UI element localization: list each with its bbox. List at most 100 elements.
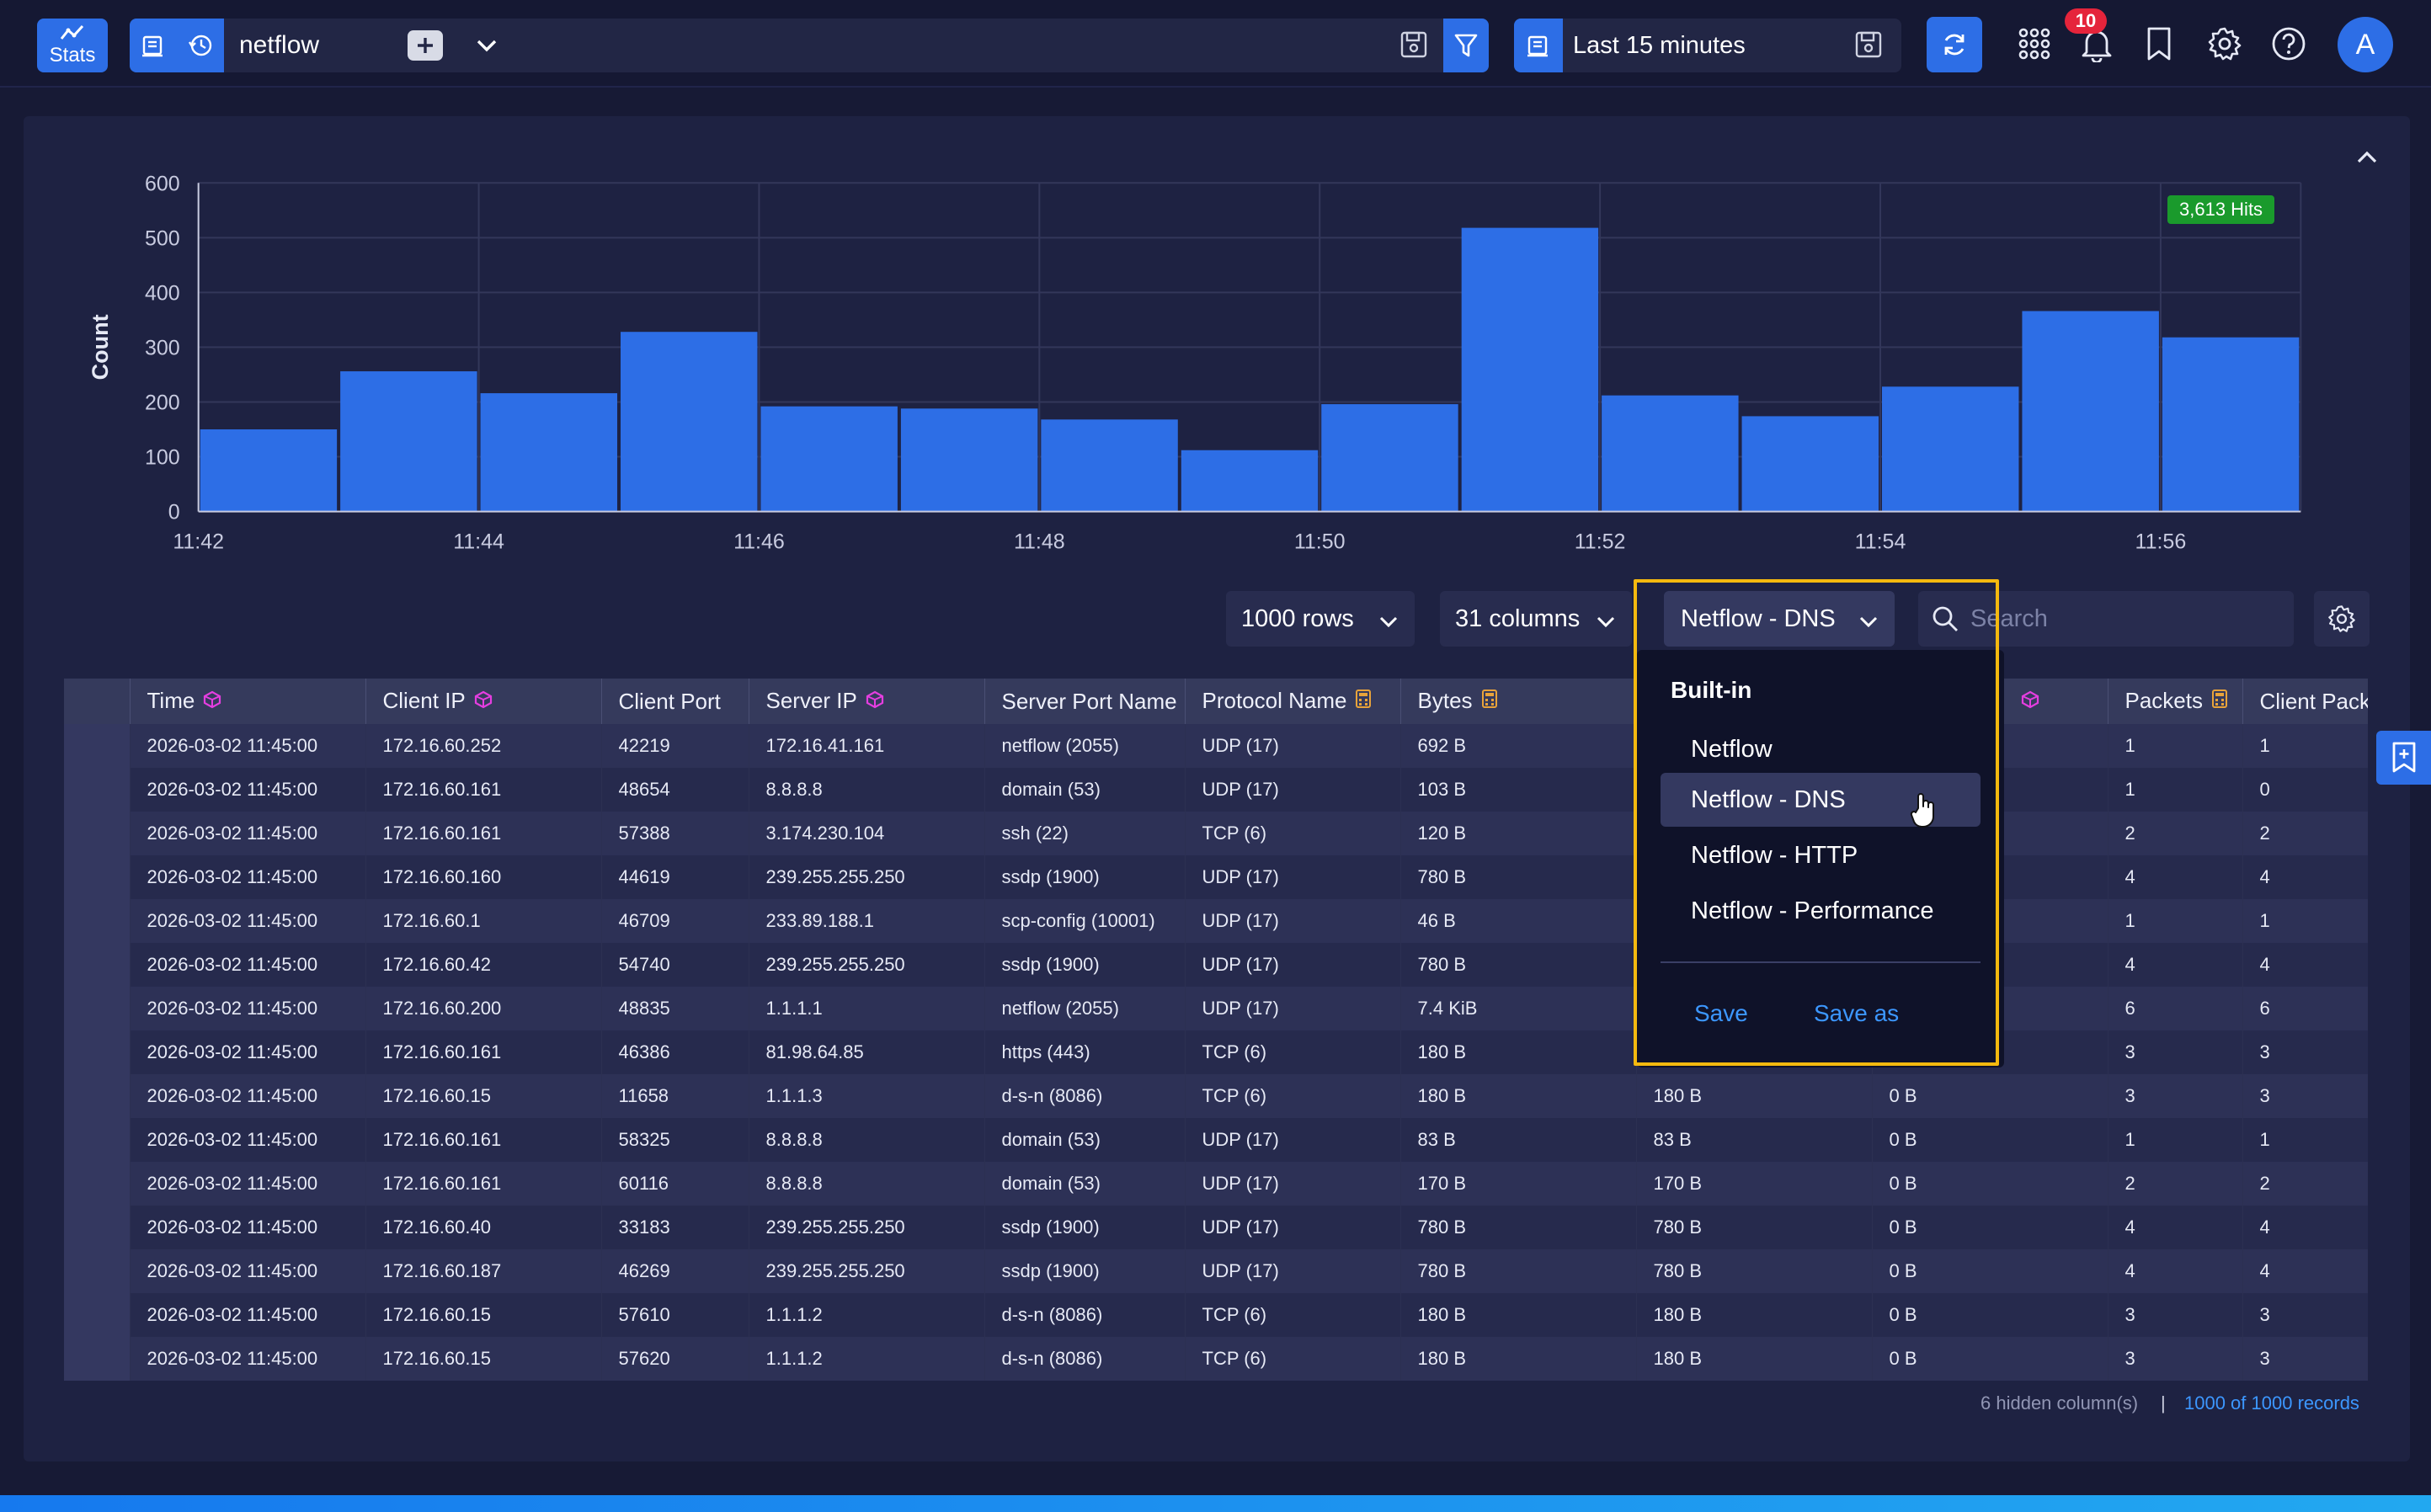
view-select-label: Netflow - DNS: [1681, 604, 1836, 632]
table-cell: 239.255.255.250: [749, 1249, 985, 1293]
table-row[interactable]: 2026-03-02 11:45:00 172.16.60.161 48654 8.8…: [64, 768, 2368, 812]
column-header-protocol-name[interactable]: Protocol Name: [1185, 679, 1401, 724]
row-select-cell[interactable]: [64, 812, 131, 855]
table-cell: 172.16.60.161: [365, 1118, 602, 1162]
table-row[interactable]: 2026-03-02 11:45:00 172.16.60.42 54740 239.…: [64, 943, 2368, 987]
column-header-client-port[interactable]: Client Port: [601, 679, 749, 724]
stats-icon: [60, 24, 84, 40]
collapse-chart-icon[interactable]: [2356, 148, 2378, 169]
table-cell: https (443): [984, 1030, 1186, 1074]
histogram-bar: [1041, 419, 1178, 512]
table-row[interactable]: 2026-03-02 11:45:00 172.16.60.160 44619 239…: [64, 855, 2368, 899]
row-select-cell[interactable]: [64, 1206, 131, 1249]
row-select-cell[interactable]: [64, 1118, 131, 1162]
bookmark-icon[interactable]: [2139, 22, 2179, 66]
help-icon[interactable]: [2268, 22, 2309, 66]
stats-button[interactable]: Stats: [37, 19, 108, 72]
table-cell: 103 B: [1400, 768, 1637, 812]
table-row[interactable]: 2026-03-02 11:45:00 172.16.60.15 11658 1.1.…: [64, 1074, 2368, 1118]
dropdown-item-netflow-dns[interactable]: Netflow - DNS: [1661, 773, 1981, 827]
row-select-cell[interactable]: [64, 1030, 131, 1074]
column-header-client-packets[interactable]: Client Pack: [2242, 679, 2368, 724]
table-cell: 3: [2242, 1337, 2368, 1381]
histogram-bar: [1321, 404, 1458, 512]
apps-grid-icon[interactable]: [2014, 22, 2055, 66]
rows-select[interactable]: 1000 rows: [1226, 591, 1415, 647]
table-row[interactable]: 2026-03-02 11:45:00 172.16.60.161 60116 8.8…: [64, 1162, 2368, 1206]
table-cell: 2026-03-02 11:45:00: [130, 1206, 366, 1249]
table-cell: ssh (22): [984, 812, 1186, 855]
dropdown-item-netflow-performance[interactable]: Netflow - Performance: [1691, 897, 1934, 924]
row-select-cell[interactable]: [64, 855, 131, 899]
row-select-cell[interactable]: [64, 1074, 131, 1118]
table-row[interactable]: 2026-03-02 11:45:00 172.16.60.161 46386 81.…: [64, 1030, 2368, 1074]
row-select-cell[interactable]: [64, 724, 131, 768]
refresh-icon: [1944, 34, 1965, 56]
column-header-bytes[interactable]: Bytes: [1400, 679, 1637, 724]
row-select-cell[interactable]: [64, 1249, 131, 1293]
column-header-packets[interactable]: Packets: [2108, 679, 2243, 724]
refresh-button[interactable]: [1927, 17, 1982, 72]
table-row[interactable]: 2026-03-02 11:45:00 172.16.60.161 58325 8.8…: [64, 1118, 2368, 1162]
bell-icon[interactable]: [2076, 22, 2117, 66]
table-cell: TCP (6): [1185, 1337, 1401, 1381]
row-select-cell[interactable]: [64, 943, 131, 987]
table-row[interactable]: 2026-03-02 11:45:00 172.16.60.15 57620 1.1.…: [64, 1337, 2368, 1381]
save-time-icon[interactable]: [1854, 30, 1883, 63]
user-avatar[interactable]: A: [2338, 17, 2393, 72]
search-input[interactable]: [1970, 604, 2290, 633]
histogram-bar: [1741, 416, 1879, 512]
table-cell: 57388: [601, 812, 749, 855]
table-row[interactable]: 2026-03-02 11:45:00 172.16.60.161 57388 3.1…: [64, 812, 2368, 855]
table-cell: 2026-03-02 11:45:00: [130, 1074, 366, 1118]
time-range-picker[interactable]: Last 15 minutes: [1514, 19, 1901, 72]
dropdown-item-netflow[interactable]: Netflow: [1691, 736, 1773, 763]
table-row[interactable]: 2026-03-02 11:45:00 172.16.60.187 46269 239…: [64, 1249, 2368, 1293]
chevron-down-icon[interactable]: [475, 35, 498, 60]
save-view-button[interactable]: Save: [1694, 1000, 1748, 1026]
table-row[interactable]: 2026-03-02 11:45:00 172.16.60.40 33183 239.…: [64, 1206, 2368, 1249]
row-select-cell[interactable]: [64, 987, 131, 1030]
footer-separator: |: [2161, 1392, 2166, 1414]
row-select-cell[interactable]: [64, 899, 131, 943]
table-cell: d-s-n (8086): [984, 1337, 1186, 1381]
table-cell: 170 B: [1400, 1162, 1637, 1206]
history-icon[interactable]: [177, 19, 224, 72]
column-header-server-ip[interactable]: Server IP: [749, 679, 985, 724]
row-select-cell[interactable]: [64, 1293, 131, 1337]
table-cell: 172.16.60.15: [365, 1074, 602, 1118]
gear-icon[interactable]: [2204, 22, 2245, 66]
table-cell: 172.16.60.161: [365, 1030, 602, 1074]
field-type-icon: [866, 689, 884, 715]
column-header-server-port-name[interactable]: Server Port Name: [984, 679, 1186, 724]
index-name[interactable]: netflow: [239, 31, 320, 59]
table-row[interactable]: 2026-03-02 11:45:00 172.16.60.252 42219 172…: [64, 724, 2368, 768]
table-row[interactable]: 2026-03-02 11:45:00 172.16.60.15 57610 1.1.…: [64, 1293, 2368, 1337]
row-select-cell[interactable]: [64, 1337, 131, 1381]
add-query-button[interactable]: [408, 30, 443, 61]
histogram-bar: [2022, 311, 2159, 512]
table-row[interactable]: 2026-03-02 11:45:00 172.16.60.200 48835 1.1…: [64, 987, 2368, 1030]
table-header-row: Time Client IP Client Port Server IP Ser…: [64, 679, 2368, 724]
row-select-cell[interactable]: [64, 768, 131, 812]
column-header-client-ip[interactable]: Client IP: [365, 679, 602, 724]
dropdown-item-netflow-http[interactable]: Netflow - HTTP: [1691, 842, 1858, 869]
side-bookmark-tab[interactable]: [2376, 731, 2431, 785]
table-cell: 4: [2242, 1249, 2368, 1293]
table-cell: 172.16.60.187: [365, 1249, 602, 1293]
table-cell: 180 B: [1400, 1337, 1637, 1381]
search-field[interactable]: [1918, 591, 2294, 647]
saved-queries-icon[interactable]: [130, 19, 177, 72]
column-header-time[interactable]: Time: [130, 679, 366, 724]
filter-button[interactable]: [1443, 19, 1489, 72]
hidden-columns-info: 6 hidden column(s): [1981, 1392, 2139, 1414]
columns-select[interactable]: 31 columns: [1440, 591, 1632, 647]
records-count[interactable]: 1000 of 1000 records: [2184, 1392, 2359, 1414]
save-query-icon[interactable]: [1399, 30, 1428, 63]
row-select-cell[interactable]: [64, 1162, 131, 1206]
table-cell: domain (53): [984, 768, 1186, 812]
view-select[interactable]: Netflow - DNS: [1664, 591, 1895, 647]
save-as-view-button[interactable]: Save as: [1814, 1000, 1900, 1026]
table-row[interactable]: 2026-03-02 11:45:00 172.16.60.1 46709 233.8…: [64, 899, 2368, 943]
table-settings-button[interactable]: [2314, 591, 2370, 647]
